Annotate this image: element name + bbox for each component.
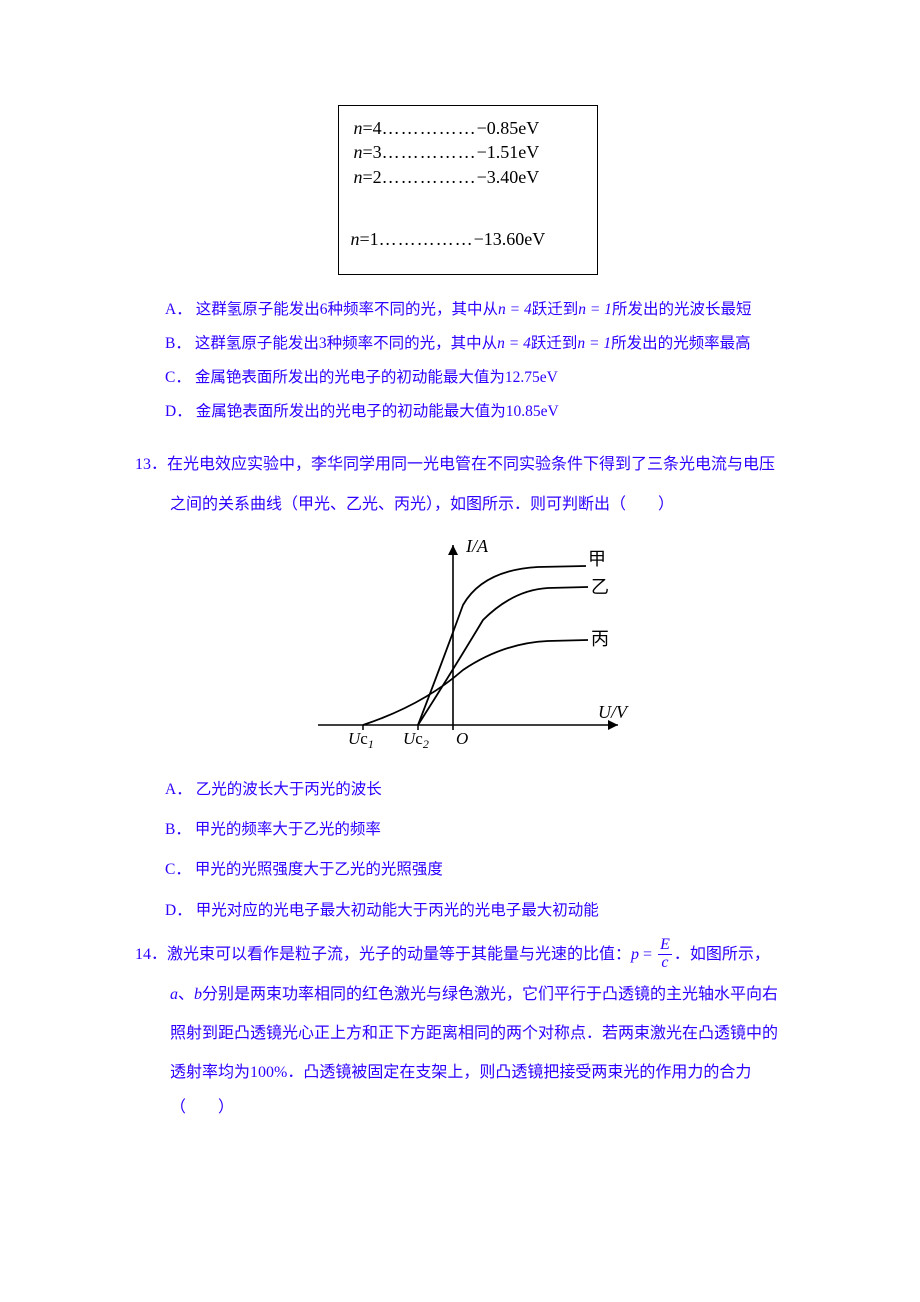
var-b: b [194, 986, 202, 1003]
curve-bing [363, 640, 588, 725]
x-axis-label: U/V [598, 702, 629, 722]
option-text: 所发出的光频率最高 [611, 335, 751, 352]
energy-level-row: n=3 …………… −1.51eV [354, 140, 582, 164]
energy-gap [354, 189, 582, 227]
option-b: B．甲光的频率大于乙光的频率 [165, 810, 800, 850]
option-text: 这群氢原子能发出 [195, 335, 319, 352]
q14-stem-cont: 透射率均为100%．凸透镜被固定在支架上，则凸透镜把接受两束光的作用力的合力（ … [135, 1055, 800, 1125]
option-label: A． [165, 781, 192, 798]
photoelectric-iv-chart: I/A U/V Uc1 Uc2 O 甲 乙 丙 [288, 530, 648, 760]
stem-text: 透射率均为 [170, 1064, 250, 1081]
energy-dots: …………… [382, 116, 477, 140]
option-d: D．金属铯表面所发出的光电子的初动能最大值为10.85eV [165, 395, 800, 429]
energy-level-row: n=2 …………… −3.40eV [354, 165, 582, 189]
option-text: 甲光的光照强度大于乙光的光照强度 [195, 861, 443, 878]
x-tick-uc1: Uc1 [348, 729, 374, 751]
energy-value: −1.51eV [477, 140, 540, 164]
option-text: 跃迁到 [531, 335, 578, 352]
energy-value: −0.85eV [477, 116, 540, 140]
q13-options: A．乙光的波长大于丙光的波长 B．甲光的频率大于乙光的频率 C．甲光的光照强度大… [165, 770, 800, 931]
q14-stem-cont: a、b分别是两束功率相同的红色激光与绿色激光，它们平行于凸透镜的主光轴水平向右 [135, 977, 800, 1012]
option-label: B． [165, 821, 191, 838]
formula-eq: = [639, 946, 656, 963]
origin-label: O [456, 729, 468, 748]
formula-lhs: p [631, 946, 639, 963]
option-expr: n = 1 [578, 301, 612, 318]
energy-level-row: n=4 …………… −0.85eV [354, 116, 582, 140]
var-a: a [170, 986, 178, 1003]
option-c: C．金属铯表面所发出的光电子的初动能最大值为12.75eV [165, 361, 800, 395]
energy-dots: …………… [379, 227, 474, 251]
option-a: A．乙光的波长大于丙光的波长 [165, 770, 800, 810]
energy-n-symbol: n [354, 116, 363, 140]
energy-n-eq: =4 [363, 116, 382, 140]
option-text: 跃迁到 [532, 301, 579, 318]
stem-text: 激光束可以看作是粒子流，光子的动量等于其能量与光速的比值： [167, 946, 631, 963]
option-label: D． [165, 403, 192, 420]
curve-label-bing: 丙 [591, 629, 609, 649]
option-text: 甲光对应的光电子最大初动能大于丙光的光电子最大初动能 [196, 902, 599, 919]
question-number: 14． [135, 937, 167, 972]
question-number: 13． [135, 447, 167, 482]
y-axis-label: I/A [465, 536, 489, 556]
energy-n-eq: =2 [363, 165, 382, 189]
energy-n-eq: =3 [363, 140, 382, 164]
option-number: 3 [319, 335, 327, 352]
option-value: 10.85eV [506, 403, 559, 420]
energy-n-symbol: n [354, 165, 363, 189]
energy-dots: …………… [382, 140, 477, 164]
formula-fraction: Ec [658, 937, 672, 972]
curve-label-yi: 乙 [591, 577, 609, 597]
energy-value: −3.40eV [477, 165, 540, 189]
option-text: 金属铯表面所发出的光电子的初动能最大值为 [195, 369, 505, 386]
percent-value: 100% [250, 1064, 287, 1081]
option-label: D． [165, 902, 192, 919]
energy-n-symbol: n [354, 140, 363, 164]
stem-text: 之间的关系曲线（甲光、乙光、丙光），如图所示．则可判断出（ ） [170, 496, 674, 513]
option-text: 金属铯表面所发出的光电子的初动能最大值为 [196, 403, 506, 420]
option-text: 这群氢原子能发出 [196, 301, 320, 318]
x-tick-uc2: Uc2 [403, 729, 429, 751]
option-label: A． [165, 301, 192, 318]
option-text: 乙光的波长大于丙光的波长 [196, 781, 382, 798]
option-value: 12.75eV [505, 369, 558, 386]
option-label: B． [165, 335, 191, 352]
option-expr: n = 4 [497, 335, 531, 352]
energy-value: −13.60eV [474, 227, 546, 251]
option-expr: n = 1 [577, 335, 611, 352]
q13-stem: 13．在光电效应实验中，李华同学用同一光电管在不同实验条件下得到了三条光电流与电… [135, 447, 800, 482]
energy-dots: …………… [382, 165, 477, 189]
option-expr: n = 4 [498, 301, 532, 318]
fraction-numerator: E [658, 937, 672, 955]
option-label: C． [165, 369, 191, 386]
energy-level-row: n=1 …………… −13.60eV [351, 227, 582, 251]
q14-stem-cont: 照射到距凸透镜光心正上方和正下方距离相同的两个对称点．若两束激光在凸透镜中的 [135, 1016, 800, 1051]
fraction-denominator: c [658, 955, 672, 972]
stem-text: 在光电效应实验中，李华同学用同一光电管在不同实验条件下得到了三条光电流与电压 [167, 456, 775, 473]
curve-label-jia: 甲 [588, 549, 606, 569]
energy-n-symbol: n [351, 227, 360, 251]
stem-text: ．如图所示， [674, 946, 770, 963]
option-label: C． [165, 861, 191, 878]
option-a: A．这群氢原子能发出6种频率不同的光，其中从n = 4跃迁到n = 1所发出的光… [165, 293, 800, 327]
curve-jia [418, 566, 586, 725]
option-text: 种频率不同的光，其中从 [327, 301, 498, 318]
energy-level-diagram: n=4 …………… −0.85eV n=3 …………… −1.51eV n=2 … [338, 105, 598, 275]
stem-text: 、 [178, 986, 194, 1003]
q13-stem-cont: 之间的关系曲线（甲光、乙光、丙光），如图所示．则可判断出（ ） [135, 487, 800, 522]
option-text: 种频率不同的光，其中从 [327, 335, 498, 352]
q12-options: A．这群氢原子能发出6种频率不同的光，其中从n = 4跃迁到n = 1所发出的光… [165, 293, 800, 429]
option-text: 所发出的光波长最短 [612, 301, 752, 318]
option-c: C．甲光的光照强度大于乙光的光照强度 [165, 850, 800, 890]
stem-text: 照射到距凸透镜光心正上方和正下方距离相同的两个对称点．若两束激光在凸透镜中的 [170, 1025, 778, 1042]
option-b: B．这群氢原子能发出3种频率不同的光，其中从n = 4跃迁到n = 1所发出的光… [165, 327, 800, 361]
energy-n-eq: =1 [360, 227, 379, 251]
stem-text: 分别是两束功率相同的红色激光与绿色激光，它们平行于凸透镜的主光轴水平向右 [202, 986, 778, 1003]
q14-stem: 14．激光束可以看作是粒子流，光子的动量等于其能量与光速的比值：p = Ec．如… [135, 937, 800, 973]
option-d: D．甲光对应的光电子最大初动能大于丙光的光电子最大初动能 [165, 891, 800, 931]
option-text: 甲光的频率大于乙光的频率 [195, 821, 381, 838]
